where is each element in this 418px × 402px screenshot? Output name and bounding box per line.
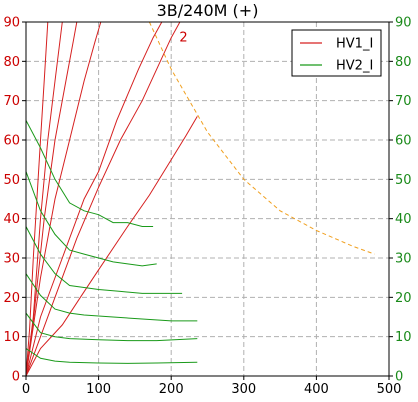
y-tick-label-right: 80	[395, 55, 412, 70]
y-tick-label-left: 70	[3, 94, 20, 109]
limit-curve	[148, 22, 375, 255]
y-tick-label-left: 40	[3, 212, 20, 227]
y-tick-label-left: 80	[3, 55, 20, 70]
plot-frame	[25, 21, 390, 377]
annotation-label: 2	[179, 31, 187, 46]
legend-box	[291, 29, 382, 77]
y-tick-label-left: 10	[3, 330, 20, 345]
legend-label: HV1_I	[336, 37, 373, 52]
series-line-hv1_i	[26, 22, 102, 376]
y-tick-label-left: 90	[3, 16, 20, 31]
x-tick-label: 100	[86, 382, 111, 397]
y-tick-label-right: 30	[395, 252, 412, 267]
x-tick-label: 0	[22, 382, 30, 397]
y-tick-label-right: 20	[395, 291, 412, 306]
y-tick-label-left: 60	[3, 134, 20, 149]
series-line-hv1_i	[26, 116, 198, 376]
y-tick-label-right: 0	[395, 370, 403, 385]
y-tick-label-left: 50	[3, 173, 20, 188]
series-line-hv1_i	[26, 22, 163, 376]
y-tick-label-right: 60	[395, 134, 412, 149]
y-tick-label-right: 90	[395, 16, 412, 31]
series-line-hv1_i	[26, 22, 181, 376]
chart-title: 3B/240M (+)	[157, 1, 259, 20]
x-tick-label: 500	[377, 382, 402, 397]
y-tick-label-right: 10	[395, 330, 412, 345]
series-line-hv2_i	[26, 312, 198, 342]
series-line-hv1_i	[26, 22, 49, 376]
x-tick-label: 300	[231, 382, 256, 397]
y-tick-label-left: 0	[12, 370, 20, 385]
y-tick-label-left: 30	[3, 252, 20, 267]
x-tick-label: 400	[304, 382, 329, 397]
y-tick-label-right: 40	[395, 212, 412, 227]
series-line-hv1_i	[26, 22, 78, 376]
series-line-hv2_i	[26, 120, 154, 227]
y-tick-label-left: 20	[3, 291, 20, 306]
x-tick-label: 200	[159, 382, 184, 397]
series-line-hv2_i	[26, 171, 157, 267]
series-line-hv2_i	[26, 273, 198, 322]
y-tick-label-right: 70	[395, 94, 412, 109]
legend-label: HV2_I	[336, 59, 373, 74]
series-line-hv2_i	[26, 226, 183, 294]
series-line-hv2_i	[26, 348, 198, 364]
y-tick-label-right: 50	[395, 173, 412, 188]
